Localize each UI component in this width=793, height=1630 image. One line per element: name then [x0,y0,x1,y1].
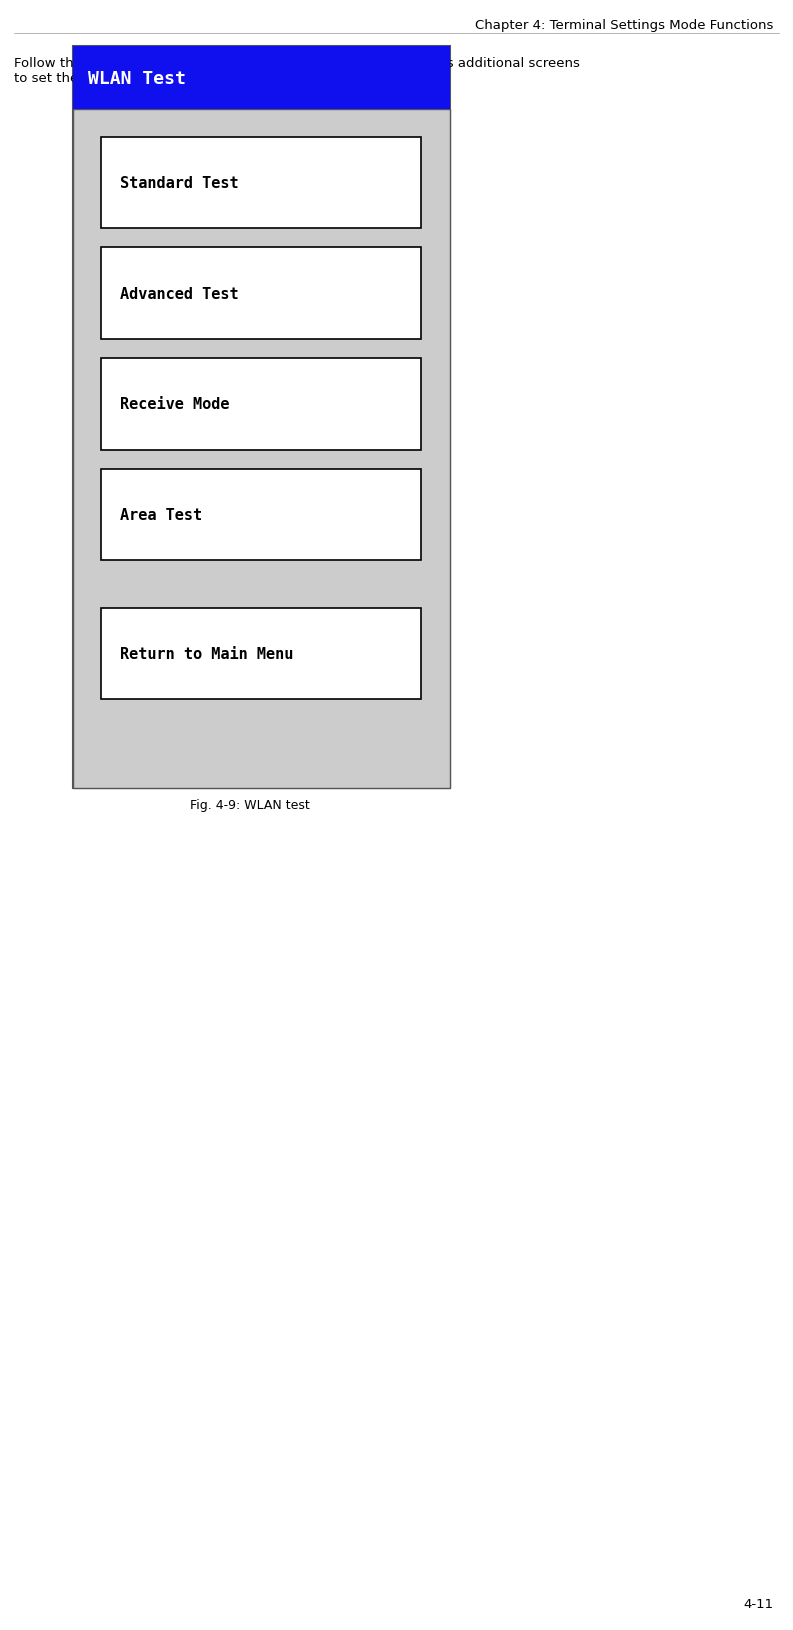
Text: WLAN Test: WLAN Test [88,70,186,88]
FancyBboxPatch shape [73,47,450,789]
FancyBboxPatch shape [102,359,421,450]
Text: Chapter 4: Terminal Settings Mode Functions: Chapter 4: Terminal Settings Mode Functi… [475,18,773,31]
Text: Return to Main Menu: Return to Main Menu [121,647,293,662]
FancyBboxPatch shape [102,469,421,561]
Text: Follow the standard test instruction below. The advanced test has additional scr: Follow the standard test instruction bel… [14,57,580,85]
Text: Receive Mode: Receive Mode [121,398,230,412]
FancyBboxPatch shape [102,137,421,230]
Text: Fig. 4-9: WLAN test: Fig. 4-9: WLAN test [190,799,310,812]
FancyBboxPatch shape [73,47,450,111]
Text: Standard Test: Standard Test [121,176,239,191]
FancyBboxPatch shape [102,248,421,339]
FancyBboxPatch shape [73,111,450,789]
Text: 4-11: 4-11 [743,1597,773,1610]
Text: Advanced Test: Advanced Test [121,287,239,302]
Text: Area Test: Area Test [121,507,202,523]
FancyBboxPatch shape [102,608,421,699]
